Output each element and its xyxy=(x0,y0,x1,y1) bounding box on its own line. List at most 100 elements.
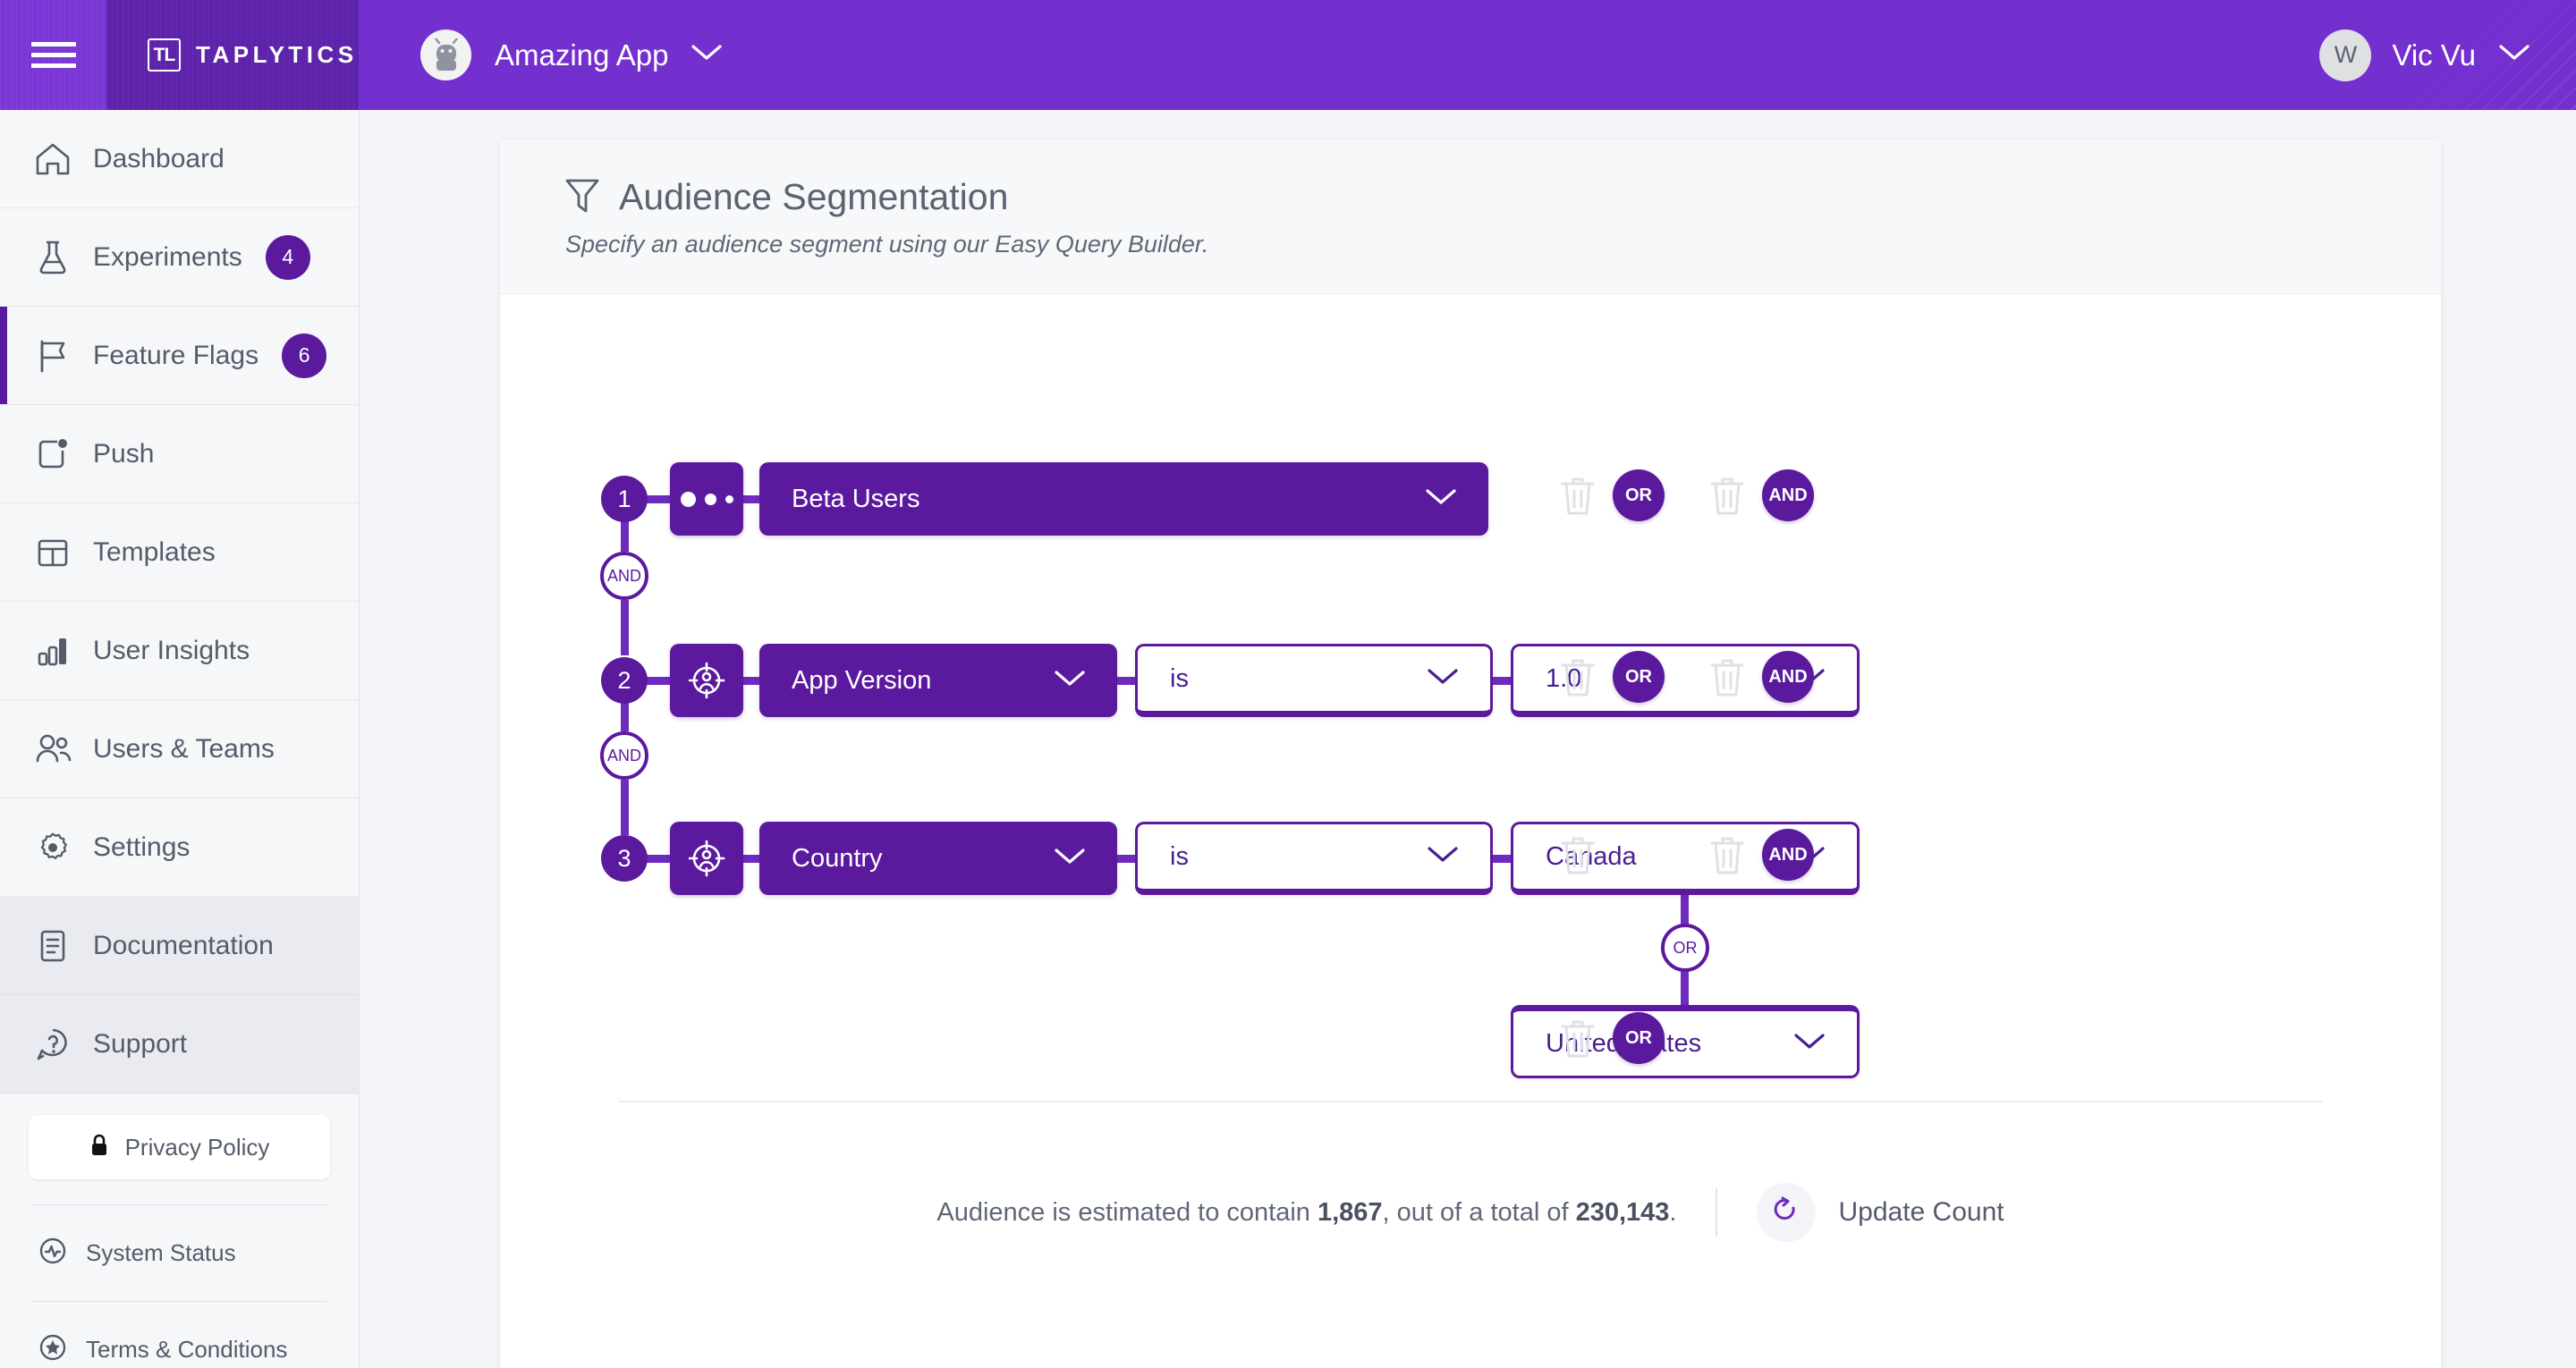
sidebar-item-label: Feature Flags xyxy=(93,340,259,370)
field-select[interactable]: Beta Users xyxy=(759,462,1488,536)
add-and-button[interactable]: AND xyxy=(1762,469,1814,521)
add-and-button[interactable]: AND xyxy=(1762,829,1814,881)
sidebar-item-label: Templates xyxy=(93,536,216,567)
estimate-middle: , out of a total of xyxy=(1382,1197,1576,1227)
delete-row-button[interactable] xyxy=(1559,655,1597,698)
delete-group-button[interactable] xyxy=(1708,474,1746,517)
target-person-icon[interactable] xyxy=(670,822,743,895)
menu-toggle-button[interactable] xyxy=(0,0,106,110)
delete-group-button[interactable] xyxy=(1708,655,1746,698)
sidebar-item-label: Support xyxy=(93,1028,188,1059)
sidebar-item-users-teams[interactable]: Users & Teams xyxy=(0,700,359,798)
delete-group-button[interactable] xyxy=(1708,833,1746,876)
add-and-button[interactable]: AND xyxy=(1762,651,1814,703)
add-or-button[interactable]: OR xyxy=(1613,651,1665,703)
sidebar-item-experiments[interactable]: Experiments 4 xyxy=(0,208,359,307)
field-select[interactable]: Country xyxy=(759,822,1117,895)
flask-icon xyxy=(34,239,80,276)
divider xyxy=(1716,1188,1718,1237)
operator-select[interactable]: is xyxy=(1135,822,1493,895)
push-icon xyxy=(34,435,80,473)
chevron-down-icon xyxy=(2499,44,2529,66)
pulse-circle-icon xyxy=(38,1236,68,1271)
row-connector xyxy=(740,677,768,685)
update-count-button[interactable]: Update Count xyxy=(1757,1183,2004,1242)
privacy-policy-button[interactable]: Privacy Policy xyxy=(29,1115,330,1179)
sidebar-item-dashboard[interactable]: Dashboard xyxy=(0,110,359,208)
divider xyxy=(32,1204,326,1205)
query-sub-row: United States OR xyxy=(500,909,2441,1078)
add-or-button[interactable]: OR xyxy=(1613,469,1665,521)
row-number: 3 xyxy=(601,835,648,882)
and-connector-1[interactable]: AND xyxy=(600,552,648,600)
sidebar-item-push[interactable]: Push xyxy=(0,405,359,503)
sidebar-item-label: Settings xyxy=(93,832,191,862)
spine-connector xyxy=(621,600,629,655)
avatar: W xyxy=(2319,29,2372,81)
target-person-icon[interactable] xyxy=(670,644,743,717)
operator-value: is xyxy=(1170,841,1189,871)
audience-segmentation-card: Audience Segmentation Specify an audienc… xyxy=(500,139,2441,1368)
value-text: Canada xyxy=(1546,841,1637,871)
spine-connector xyxy=(621,496,629,552)
or-connector[interactable]: OR xyxy=(1661,924,1709,972)
sidebar-item-label: Push xyxy=(93,438,155,469)
android-robot-icon xyxy=(420,30,471,80)
footer-divider xyxy=(618,1101,2323,1102)
audience-estimate-text: Audience is estimated to contain 1,867, … xyxy=(936,1198,1676,1228)
row-connector xyxy=(643,677,677,685)
app-switcher[interactable]: Amazing App xyxy=(420,30,723,80)
system-status-label: System Status xyxy=(86,1239,236,1266)
user-name: Vic Vu xyxy=(2392,38,2476,72)
sidebar-item-documentation[interactable]: Documentation xyxy=(0,897,359,995)
query-row: 2 App Version xyxy=(500,541,2441,717)
chevron-down-icon xyxy=(1794,1033,1825,1055)
taplytics-mark-icon: TL xyxy=(148,38,181,72)
main-content: Audience Segmentation Specify an audienc… xyxy=(360,110,2576,1368)
operator-value: is xyxy=(1170,663,1189,693)
estimate-suffix: . xyxy=(1669,1197,1677,1227)
sidebar-item-user-insights[interactable]: User Insights xyxy=(0,602,359,700)
star-circle-icon xyxy=(38,1332,68,1367)
page-title: Audience Segmentation xyxy=(619,176,1009,217)
user-menu[interactable]: W Vic Vu xyxy=(2319,0,2529,110)
row-connector xyxy=(1114,677,1140,685)
delete-value-button[interactable] xyxy=(1559,1017,1597,1060)
audience-count-footer: Audience is estimated to contain 1,867, … xyxy=(500,1159,2441,1266)
field-value: Country xyxy=(792,843,883,873)
brand-logo[interactable]: TL TAPLYTICS xyxy=(106,0,359,110)
sidebar-item-support[interactable]: Support xyxy=(0,995,359,1094)
sidebar: Dashboard Experiments 4 Feature Flags 6 … xyxy=(0,110,360,1368)
home-icon xyxy=(34,141,80,177)
query-row: 1 Beta Users OR xyxy=(500,450,2441,548)
value-branch-connector xyxy=(1681,967,1689,1008)
terms-conditions-link[interactable]: Terms & Conditions xyxy=(29,1327,330,1368)
bar-chart-icon xyxy=(34,632,80,670)
brand-name: TAPLYTICS xyxy=(196,41,358,68)
chevron-down-icon xyxy=(1428,846,1458,868)
and-connector-2[interactable]: AND xyxy=(600,731,648,780)
add-or-button[interactable]: OR xyxy=(1613,1012,1665,1064)
sidebar-item-templates[interactable]: Templates xyxy=(0,503,359,602)
hamburger-icon xyxy=(30,36,76,74)
system-status-link[interactable]: System Status xyxy=(29,1230,330,1276)
sidebar-item-settings[interactable]: Settings xyxy=(0,798,359,897)
chevron-down-icon xyxy=(1428,668,1458,690)
page-subtitle: Specify an audience segment using our Ea… xyxy=(565,231,1209,258)
estimated-count: 1,867 xyxy=(1317,1197,1383,1227)
sidebar-item-feature-flags[interactable]: Feature Flags 6 xyxy=(0,307,359,405)
sidebar-item-label: Experiments xyxy=(93,241,242,272)
divider xyxy=(32,1301,326,1302)
row-connector xyxy=(740,495,768,503)
gear-icon xyxy=(34,829,80,866)
funnel-icon xyxy=(563,173,602,221)
card-header: Audience Segmentation Specify an audienc… xyxy=(500,139,2441,294)
value-branch-connector xyxy=(1681,895,1689,938)
document-icon xyxy=(34,927,80,965)
field-select[interactable]: App Version xyxy=(759,644,1117,717)
delete-row-button[interactable] xyxy=(1559,474,1597,517)
operator-select[interactable]: is xyxy=(1135,644,1493,717)
delete-row-button[interactable] xyxy=(1559,833,1597,876)
sidebar-footer: Privacy Policy System Status Terms & Con… xyxy=(0,1094,359,1368)
three-dots-icon[interactable] xyxy=(670,462,743,536)
